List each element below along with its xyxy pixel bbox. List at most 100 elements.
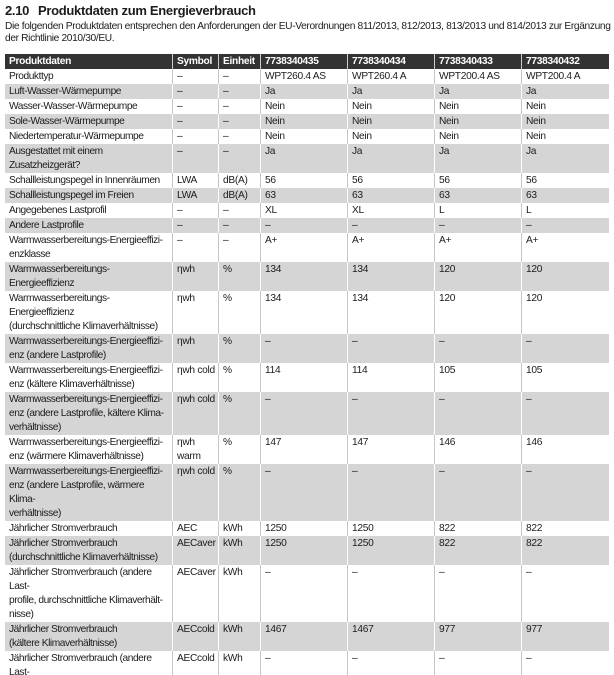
value-cell: 147 bbox=[261, 434, 348, 464]
unit-cell: % bbox=[219, 391, 261, 435]
value-cell: Nein bbox=[348, 113, 435, 129]
symbol-cell: ηwh cold bbox=[173, 463, 219, 521]
row-label: Wasser-Wasser-Wärmepumpe bbox=[5, 98, 173, 114]
symbol-cell: AEC bbox=[173, 520, 219, 536]
value-cell: 1250 bbox=[348, 520, 435, 536]
unit-cell: – bbox=[219, 128, 261, 144]
value-cell: Nein bbox=[435, 113, 522, 129]
value-cell: Nein bbox=[348, 98, 435, 114]
value-cell: 977 bbox=[522, 621, 609, 651]
section-heading: 2.10 Produktdaten zum Energieverbrauch bbox=[5, 3, 610, 18]
table-row: Warmwasserbereitungs-Energieeffizi- enzk… bbox=[5, 232, 609, 262]
symbol-cell: ηwh cold bbox=[173, 362, 219, 392]
value-cell: 1250 bbox=[348, 535, 435, 565]
value-cell: Nein bbox=[261, 113, 348, 129]
row-label: Warmwasserbereitungs-Energieeffizi- enz … bbox=[5, 463, 173, 521]
row-label: Warmwasserbereitungs-Energieeffizienz bbox=[5, 261, 173, 291]
unit-cell: – bbox=[219, 202, 261, 218]
value-cell: 822 bbox=[435, 520, 522, 536]
value-cell: – bbox=[348, 217, 435, 233]
value-cell: 146 bbox=[526, 436, 543, 448]
table-row: Sole-Wasser-Wärmepumpe – – Nein Nein Nein Nein bbox=[5, 113, 609, 129]
unit-cell: % bbox=[219, 434, 261, 464]
value-cell: 1250 bbox=[261, 520, 348, 536]
value-cell: XL bbox=[348, 202, 435, 218]
table-row: Warmwasserbereitungs-Energieeffizienz (d… bbox=[5, 290, 609, 334]
table-row: Warmwasserbereitungs-Energieeffizienz ηwh… bbox=[5, 261, 609, 291]
column-header: 7738340432 bbox=[522, 53, 609, 69]
table-row: Luft-Wasser-Wärmepumpe – – Ja Ja Ja Ja bbox=[5, 83, 609, 99]
value-cell: – bbox=[435, 217, 522, 233]
unit-cell: – bbox=[219, 232, 261, 262]
row-label: Warmwasserbereitungs-Energieeffizienz (d… bbox=[5, 290, 173, 334]
value-cell: – bbox=[522, 463, 609, 521]
symbol-cell: ηwh bbox=[173, 333, 219, 363]
table-row: Warmwasserbereitungs-Energieeffizi- enz … bbox=[5, 362, 609, 392]
value-cell: 120 bbox=[526, 292, 543, 304]
table-row: Jährlicher Stromverbrauch (durchschnittl… bbox=[5, 535, 609, 565]
value-cell: WPT200.4 AS bbox=[435, 68, 522, 84]
unit-cell: – bbox=[219, 217, 261, 233]
product-table: Produktdaten Symbol Einheit 7738340435 77383… bbox=[5, 53, 609, 675]
unit-cell: kWh bbox=[219, 564, 261, 622]
table-body: Produkttyp – – WPT260.4 AS WPT260.4 A WPT200.… bbox=[5, 68, 609, 675]
value-cell: Ja bbox=[435, 143, 522, 173]
table-row: Niedertemperatur-Wärmepumpe – – Nein Nein Nei… bbox=[5, 128, 609, 144]
value-cell: Nein bbox=[435, 98, 522, 114]
unit-cell: % bbox=[219, 290, 261, 334]
value-cell: Ja bbox=[522, 83, 609, 99]
unit-cell: kWh bbox=[219, 621, 261, 651]
table-row: Jährlicher Stromverbrauch AEC kWh 1250 1250 8… bbox=[5, 520, 609, 536]
symbol-cell: AECaver bbox=[173, 564, 219, 622]
row-label: Jährlicher Stromverbrauch (andere Last- … bbox=[5, 650, 173, 675]
value-cell: – bbox=[526, 566, 532, 578]
value-cell: Nein bbox=[435, 128, 522, 144]
unit-cell: kWh bbox=[219, 520, 261, 536]
value-cell: 120 bbox=[522, 261, 609, 291]
value-cell: – bbox=[261, 217, 348, 233]
value-cell: 120 bbox=[435, 261, 522, 291]
row-label: Angegebenes Lastprofil bbox=[5, 202, 173, 218]
symbol-cell: ηwh warm bbox=[173, 434, 219, 464]
unit-cell: % bbox=[219, 333, 261, 363]
symbol-cell: – bbox=[173, 217, 219, 233]
value-cell: A+ bbox=[348, 232, 435, 262]
value-cell: – bbox=[522, 333, 609, 363]
table-row: Jährlicher Stromverbrauch (andere Last- … bbox=[5, 650, 609, 675]
symbol-cell: AECaver bbox=[173, 535, 219, 565]
value-cell: 63 bbox=[348, 187, 435, 203]
value-cell: A+ bbox=[435, 232, 522, 262]
unit-cell: kWh bbox=[219, 535, 261, 565]
intro-text: Die folgenden Produktdaten entsprechen d… bbox=[5, 21, 611, 45]
symbol-cell: AECcold bbox=[173, 621, 219, 651]
value-cell: 63 bbox=[435, 187, 522, 203]
value-cell: 120 bbox=[435, 290, 522, 334]
table-row: Schallleistungspegel im Freien LWA dB(A) 63… bbox=[5, 187, 609, 203]
unit-cell: % bbox=[219, 261, 261, 291]
value-cell: 63 bbox=[261, 187, 348, 203]
value-cell: 1467 bbox=[348, 621, 435, 651]
table-row: Angegebenes Lastprofil – – XL XL L L bbox=[5, 202, 609, 218]
row-label: Produkttyp bbox=[5, 68, 173, 84]
table-row: Warmwasserbereitungs-Energieeffizi- enz … bbox=[5, 434, 609, 464]
symbol-cell: – bbox=[173, 83, 219, 99]
row-label: Warmwasserbereitungs-Energieeffizi- enz … bbox=[5, 434, 173, 464]
symbol-cell: – bbox=[173, 128, 219, 144]
value-cell: – bbox=[348, 564, 435, 622]
value-cell: Nein bbox=[522, 113, 609, 129]
row-label: Jährlicher Stromverbrauch (kältere Klima… bbox=[5, 621, 173, 651]
unit-cell: % bbox=[219, 362, 261, 392]
unit-cell: – bbox=[219, 113, 261, 129]
value-cell: – bbox=[348, 391, 435, 435]
value-cell: 147 bbox=[348, 434, 435, 464]
value-cell: L bbox=[526, 204, 532, 216]
column-header: 7738340435 bbox=[261, 53, 348, 69]
row-label: Luft-Wasser-Wärmepumpe bbox=[5, 83, 173, 99]
value-cell: Ja bbox=[348, 143, 435, 173]
symbol-cell: LWA bbox=[173, 187, 219, 203]
table-row: Jährlicher Stromverbrauch (kältere Klima… bbox=[5, 621, 609, 651]
value-cell: 822 bbox=[526, 522, 543, 534]
page-title: Produktdaten zum Energieverbrauch bbox=[38, 3, 256, 18]
value-cell: 105 bbox=[435, 362, 522, 392]
table-row: Produkttyp – – WPT260.4 AS WPT260.4 A WPT200.… bbox=[5, 68, 609, 84]
